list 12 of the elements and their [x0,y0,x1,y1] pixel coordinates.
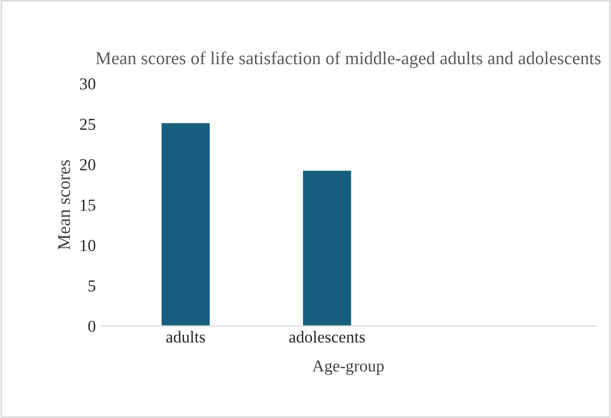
y-tick-label: 5 [88,280,96,292]
y-tick-label: 10 [80,240,96,252]
y-tick-label: 0 [88,320,96,332]
y-tick-label: 20 [80,159,96,170]
y-tick-label: 30 [80,78,96,90]
x-axis-title: Age-group [312,360,384,376]
y-axis-title: Mean scores [58,160,70,250]
chart-title: Mean scores of life satisfaction of middle-aged adults and adolescents [96,51,601,68]
x-tick-label: adolescents [289,330,365,343]
y-tick-label: 25 [80,118,96,130]
y-tick-label: 15 [80,200,96,211]
x-tick-label: adults [166,330,205,343]
